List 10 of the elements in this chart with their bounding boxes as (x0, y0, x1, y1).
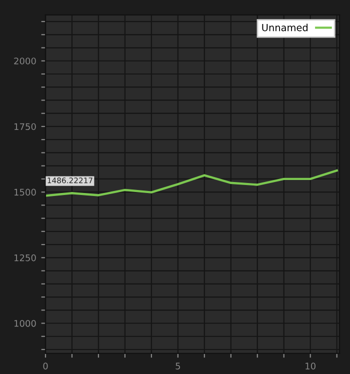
y-tick-label: 1500 (14, 188, 36, 196)
legend-label: Unnamed (262, 24, 308, 32)
y-tick-label: 2000 (14, 58, 36, 64)
y-tick-label: 1250 (14, 254, 36, 262)
x-tick-label: 5 (176, 362, 180, 370)
y-tick-label: 1750 (14, 123, 36, 130)
x-tick-label: 10 (306, 362, 316, 370)
line-series (46, 169, 338, 197)
x-tick-label: 0 (43, 362, 48, 370)
y-tick-label: 1000 (14, 320, 36, 327)
